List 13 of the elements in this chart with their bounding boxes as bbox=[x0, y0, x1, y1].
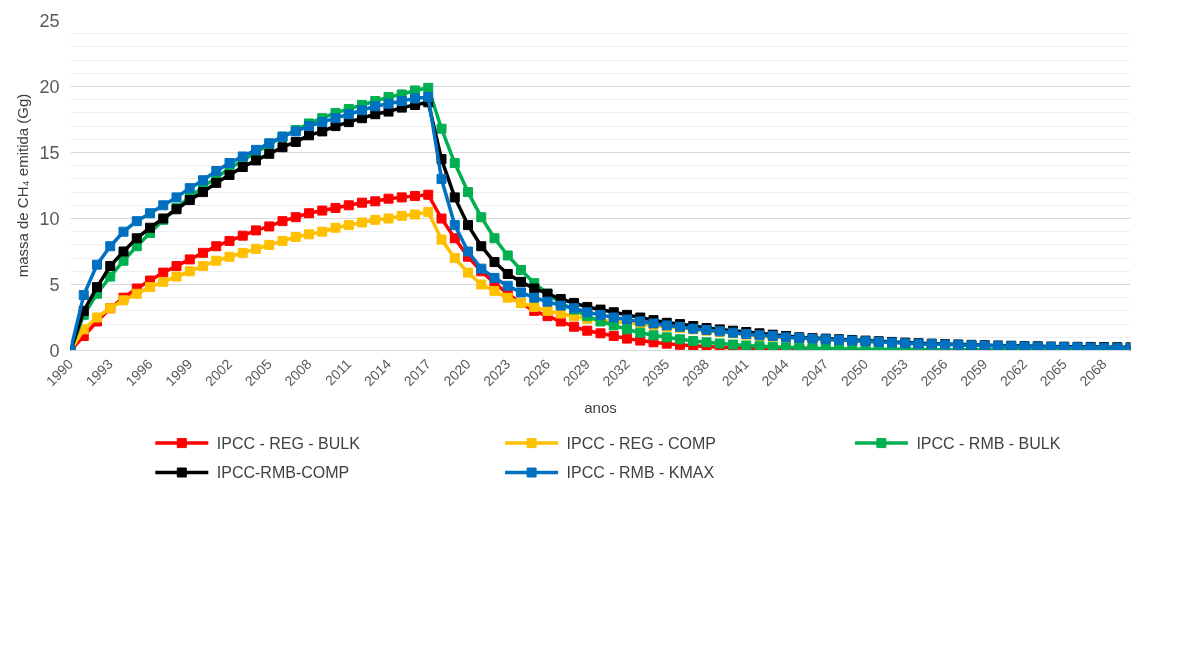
y-tick-label: 5 bbox=[49, 275, 60, 295]
y-tick-label: 0 bbox=[49, 341, 60, 361]
y-tick-label: 20 bbox=[39, 77, 60, 97]
legend-label: IPCC - RMB - BULK bbox=[916, 434, 1061, 452]
x-axis-title: anos bbox=[584, 398, 617, 416]
legend-label: IPCC - REG - COMP bbox=[566, 434, 716, 452]
legend-label: IPCC - RMB - KMAX bbox=[566, 464, 715, 481]
legend-label: IPCC-RMB-COMP bbox=[216, 464, 350, 481]
y-axis-title: massa de CH₄ emitida (Gg) bbox=[14, 93, 32, 278]
legend-label: IPCC - REG - BULK bbox=[216, 434, 361, 452]
y-tick-label: 25 bbox=[39, 11, 60, 31]
y-tick-label: 15 bbox=[39, 143, 60, 163]
y-tick-label: 10 bbox=[39, 209, 60, 229]
